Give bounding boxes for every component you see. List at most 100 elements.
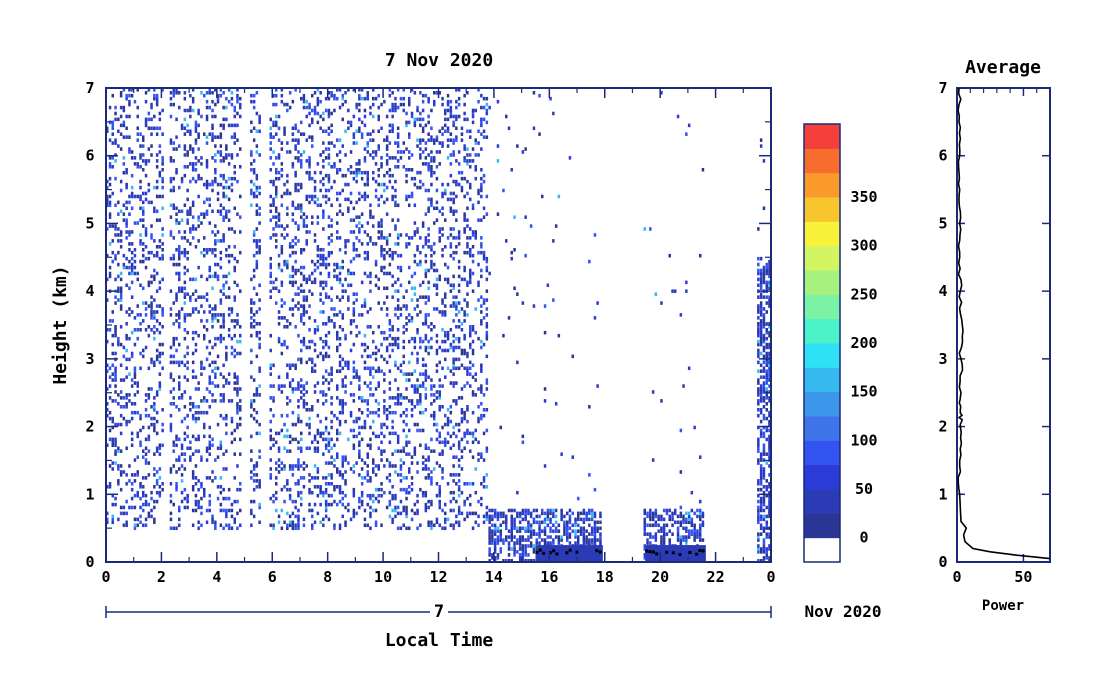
heatmap-cell (222, 218, 225, 222)
heatmap-cell (327, 381, 331, 385)
heatmap-cell (258, 191, 261, 196)
heatmap-cell (211, 399, 214, 403)
heatmap-cell (446, 93, 450, 98)
heatmap-cell (377, 93, 380, 98)
heatmap-cell (457, 259, 461, 264)
heatmap-cell (480, 295, 483, 299)
heatmap-cell (302, 221, 306, 225)
heatmap-cell (352, 301, 356, 305)
heatmap-cell (275, 170, 278, 175)
heatmap-cell (191, 452, 195, 456)
heatmap-cell (438, 236, 441, 240)
heatmap-cell (352, 256, 356, 261)
heatmap-cell (416, 117, 419, 122)
heatmap-cell (230, 502, 234, 507)
heatmap-cell (133, 194, 137, 199)
heatmap-cell (255, 354, 259, 359)
heatmap-cell (430, 526, 433, 531)
heatmap-cell (183, 248, 187, 252)
heatmap-cell (275, 123, 278, 128)
heatmap-cell (435, 176, 439, 181)
heatmap-cell (588, 508, 591, 513)
heatmap-cell (133, 473, 137, 477)
heatmap-cell (438, 490, 441, 495)
heatmap-cell (175, 336, 178, 341)
heatmap-cell (197, 132, 200, 136)
heatmap-cell (521, 547, 525, 551)
heatmap-cell (646, 514, 649, 519)
heatmap-cell (277, 289, 281, 293)
heatmap-cell (460, 322, 464, 326)
heatmap-cell (383, 99, 386, 104)
heatmap-cell (460, 348, 464, 353)
heatmap-cell (128, 93, 131, 98)
heatmap-cell (239, 333, 242, 338)
heatmap-cell (358, 387, 361, 391)
heatmap-cell (396, 336, 400, 341)
heatmap-cell (380, 233, 383, 237)
heatmap-cell (200, 410, 203, 415)
heatmap-cell (427, 375, 430, 379)
heatmap-cell (236, 410, 239, 415)
heatmap-cell (114, 369, 117, 373)
heatmap-cell (336, 330, 339, 335)
heatmap-cell (316, 248, 320, 252)
heatmap-cell (313, 437, 317, 442)
heatmap-cell (175, 212, 178, 216)
heatmap-cell (277, 253, 281, 258)
heatmap-cell (136, 277, 139, 282)
heatmap-cell (214, 176, 217, 181)
heatmap-cell (114, 159, 117, 163)
heatmap-cell (560, 452, 563, 456)
heatmap-cell (430, 384, 433, 388)
heatmap-cell (405, 194, 408, 199)
heatmap-cell (444, 295, 447, 299)
heatmap-cell (396, 511, 400, 516)
heatmap-cell (421, 372, 425, 376)
heatmap-cell (374, 496, 378, 501)
heatmap-cell (119, 363, 123, 368)
heatmap-cell (183, 144, 187, 148)
heatmap-cell (178, 408, 181, 412)
heatmap-cell (377, 129, 380, 134)
heatmap-cell (150, 126, 153, 131)
heatmap-cell (252, 286, 256, 291)
heatmap-cell (477, 298, 480, 302)
heatmap-cell (236, 99, 239, 104)
heatmap-cell (380, 493, 383, 498)
heatmap-cell (106, 253, 109, 258)
heatmap-cell (482, 179, 486, 184)
heatmap-cell (352, 487, 356, 492)
heatmap-cell (394, 339, 397, 344)
heatmap-cell (554, 402, 558, 406)
heatmap-cell (227, 153, 231, 157)
heatmap-cell (405, 514, 408, 519)
heatmap-cell (161, 487, 164, 492)
heatmap-cell (194, 482, 198, 486)
heatmap-cell (277, 156, 281, 160)
heatmap-cell (286, 206, 289, 211)
heatmap-cell (660, 301, 663, 305)
heatmap-cell (302, 274, 306, 279)
heatmap-cell (651, 514, 655, 519)
heatmap-cell (239, 114, 242, 119)
heatmap-cell (372, 330, 375, 335)
heatmap-cell (294, 304, 297, 308)
heatmap-cell (527, 535, 530, 539)
heatmap-cell (485, 277, 489, 282)
heatmap-cell (194, 330, 198, 335)
heatmap-cell (227, 197, 231, 202)
heatmap-cell (433, 399, 436, 403)
heatmap-cell (130, 262, 134, 267)
heatmap-cell (114, 366, 117, 371)
heatmap-cell (136, 455, 139, 459)
heatmap-cell (341, 265, 344, 270)
heatmap-cell (457, 479, 461, 483)
heatmap-cell (405, 233, 408, 237)
heatmap-cell (469, 493, 472, 498)
heatmap-cell (139, 233, 142, 237)
heatmap-cell (211, 479, 214, 483)
heatmap-cell (178, 230, 181, 234)
heatmap-cell (643, 523, 646, 528)
heatmap-cell (214, 135, 217, 139)
